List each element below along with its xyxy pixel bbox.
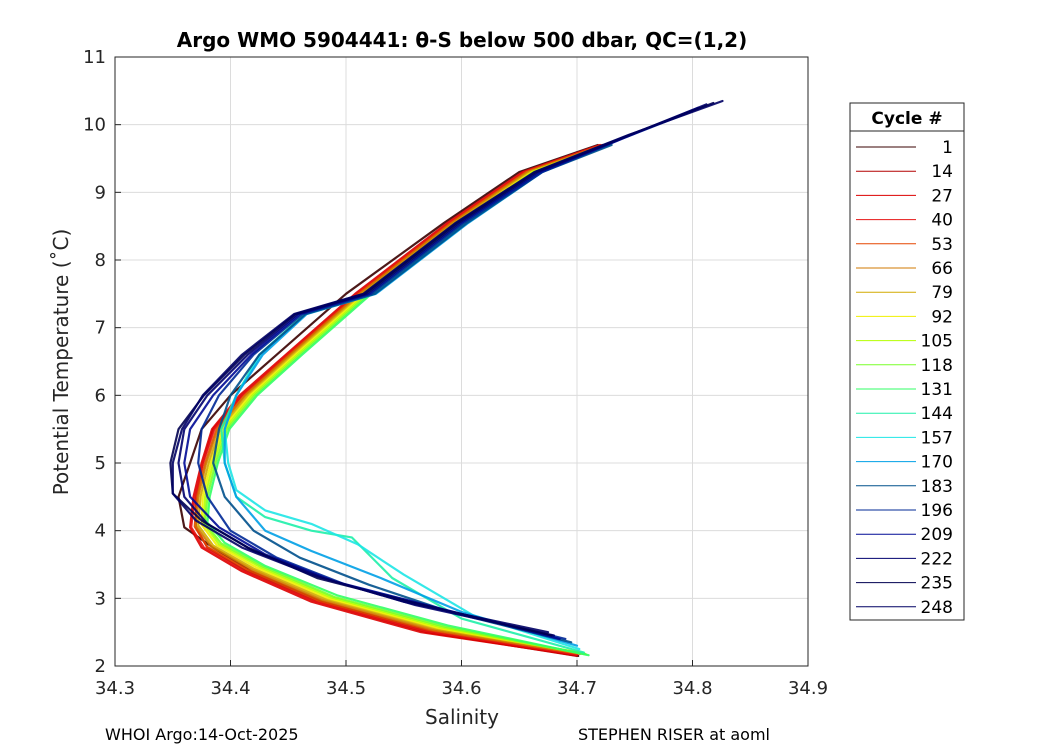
x-tick-label: 34.3 (95, 678, 135, 699)
x-tick-label: 34.6 (441, 678, 481, 699)
series-group (169, 99, 724, 658)
x-tick-label: 34.8 (672, 678, 712, 699)
x-tick-label: 34.5 (326, 678, 366, 699)
footer-date: WHOI Argo:14-Oct-2025 (105, 725, 299, 744)
legend-label-183: 183 (921, 477, 953, 497)
series-line-cycle-66 (194, 143, 605, 655)
legend-label-170: 170 (921, 453, 953, 473)
axis-ticks: 34.3 34.4 34.5 34.6 34.7 34.8 34.9 2 3 4 5 6 7 8 9 10 11 (83, 47, 828, 699)
y-tick-label: 6 (95, 385, 106, 406)
legend-label-209: 209 (921, 525, 953, 545)
x-tick-label: 34.4 (210, 678, 250, 699)
y-tick-label: 9 (95, 182, 106, 203)
y-tick-label: 7 (95, 318, 106, 339)
legend-label-235: 235 (921, 574, 953, 594)
legend-label-118: 118 (921, 356, 953, 376)
x-tick-label: 34.9 (788, 678, 828, 699)
legend-label-196: 196 (921, 501, 953, 521)
legend-label-79: 79 (931, 283, 953, 303)
y-tick-label: 10 (83, 115, 106, 136)
legend: Cycle # 1 14 27 40 53 66 79 92 105 118 131 144 157 17… (849, 102, 965, 621)
legend-label-66: 66 (931, 259, 953, 279)
legend-items: 1 14 27 40 53 66 79 92 105 118 131 144 157 170 183 196 2… (856, 138, 953, 618)
series-line-cycle-183 (212, 143, 613, 644)
y-tick-label: 5 (95, 453, 106, 474)
plot-area: 34.3 34.4 34.5 34.6 34.7 34.8 34.9 2 3 4 5 6 7 8 9 10 11 (83, 47, 828, 699)
legend-label-105: 105 (921, 332, 953, 352)
legend-label-27: 27 (931, 186, 953, 206)
legend-label-157: 157 (921, 428, 953, 448)
series-line-cycle-40 (190, 143, 602, 656)
legend-label-92: 92 (931, 307, 953, 327)
y-tick-label: 2 (95, 656, 106, 677)
legend-label-222: 222 (921, 549, 953, 569)
legend-label-53: 53 (931, 235, 953, 255)
legend-label-144: 144 (921, 404, 953, 424)
y-axis-label: Potential Temperature (˚C) (49, 229, 73, 496)
x-tick-label: 34.7 (557, 678, 597, 699)
chart-title: Argo WMO 5904441: θ-S below 500 dbar, QC… (177, 28, 747, 52)
legend-label-40: 40 (931, 211, 953, 231)
legend-label-14: 14 (931, 162, 953, 182)
legend-label-1: 1 (942, 138, 953, 158)
y-tick-label: 11 (83, 47, 106, 68)
legend-label-131: 131 (921, 380, 953, 400)
x-axis-label: Salinity (425, 705, 499, 729)
legend-label-248: 248 (921, 598, 953, 618)
y-tick-label: 3 (95, 588, 106, 609)
footer-operator: STEPHEN RISER at aoml (578, 725, 770, 744)
legend-title: Cycle # (871, 109, 942, 129)
y-tick-label: 4 (95, 521, 106, 542)
series-line-cycle-248 (171, 99, 724, 634)
y-tick-label: 8 (95, 250, 106, 271)
